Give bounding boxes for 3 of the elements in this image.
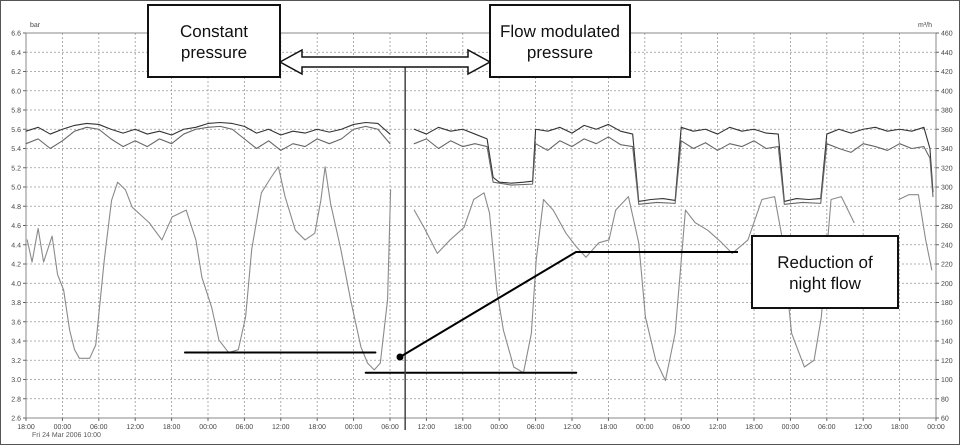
annotation: Flow modulated pressure: [500, 22, 620, 62]
annotation: Reduction of night flow: [777, 253, 873, 293]
annotation: Constant pressure: [180, 22, 248, 62]
